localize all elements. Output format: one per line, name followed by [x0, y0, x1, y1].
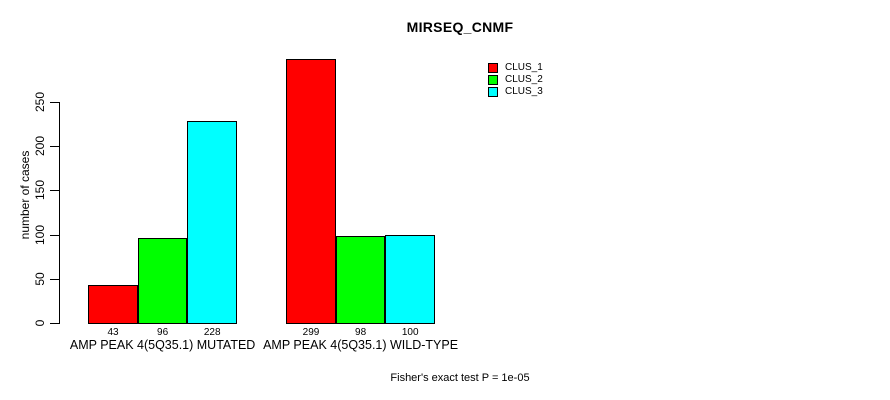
bar-clus_3-group2: [385, 234, 435, 324]
bar-clus_1-group1: [88, 284, 138, 324]
y-tick-mark: [50, 190, 59, 192]
legend-label: CLUS_2: [505, 74, 543, 85]
legend-item-clus-1: CLUS_1: [488, 62, 543, 74]
bar-clus_3-group1: [187, 121, 237, 324]
bar-count-label: 100: [401, 326, 419, 338]
bar-count-label: 96: [157, 326, 169, 338]
y-axis-line: [59, 102, 60, 324]
legend-item-clus-2: CLUS_2: [488, 74, 543, 86]
y-tick-label: 0: [33, 319, 47, 327]
x-category-label-wild-type: AMP PEAK 4(5Q35.1) WILD-TYPE: [263, 338, 459, 352]
legend-label: CLUS_3: [505, 86, 543, 97]
y-tick-label: 100: [33, 224, 47, 245]
legend: CLUS_1 CLUS_2 CLUS_3: [488, 62, 543, 98]
bar-clus_2-group2: [335, 236, 386, 324]
y-tick-mark: [50, 146, 59, 148]
bar-count-label: 98: [355, 326, 367, 338]
y-axis-title: number of cases: [18, 150, 32, 240]
legend-label: CLUS_1: [505, 62, 543, 73]
legend-item-clus-3: CLUS_3: [488, 86, 543, 98]
y-tick-mark: [50, 102, 59, 103]
y-tick-label: 200: [33, 136, 47, 157]
bar-clus_1-group2: [286, 58, 336, 324]
legend-swatch-red-icon: [488, 63, 498, 73]
bar-count-label: 228: [203, 326, 221, 338]
chart-title: MIRSEQ_CNMF: [406, 19, 514, 35]
legend-swatch-cyan-icon: [488, 87, 498, 97]
x-category-label-mutated: AMP PEAK 4(5Q35.1) MUTATED: [69, 338, 256, 352]
y-tick-mark: [50, 278, 59, 280]
y-tick-label: 150: [33, 180, 47, 201]
statistical-test-note: Fisher's exact test P = 1e-05: [390, 372, 530, 384]
bar-count-label: 43: [107, 326, 119, 338]
bar-count-label: 299: [302, 326, 320, 338]
y-tick-label: 50: [33, 272, 47, 286]
legend-swatch-green-icon: [488, 75, 498, 85]
bar-clus_2-group1: [137, 238, 188, 324]
y-tick-mark: [50, 323, 59, 324]
y-tick-mark: [50, 234, 59, 236]
y-tick-label: 250: [33, 91, 47, 113]
